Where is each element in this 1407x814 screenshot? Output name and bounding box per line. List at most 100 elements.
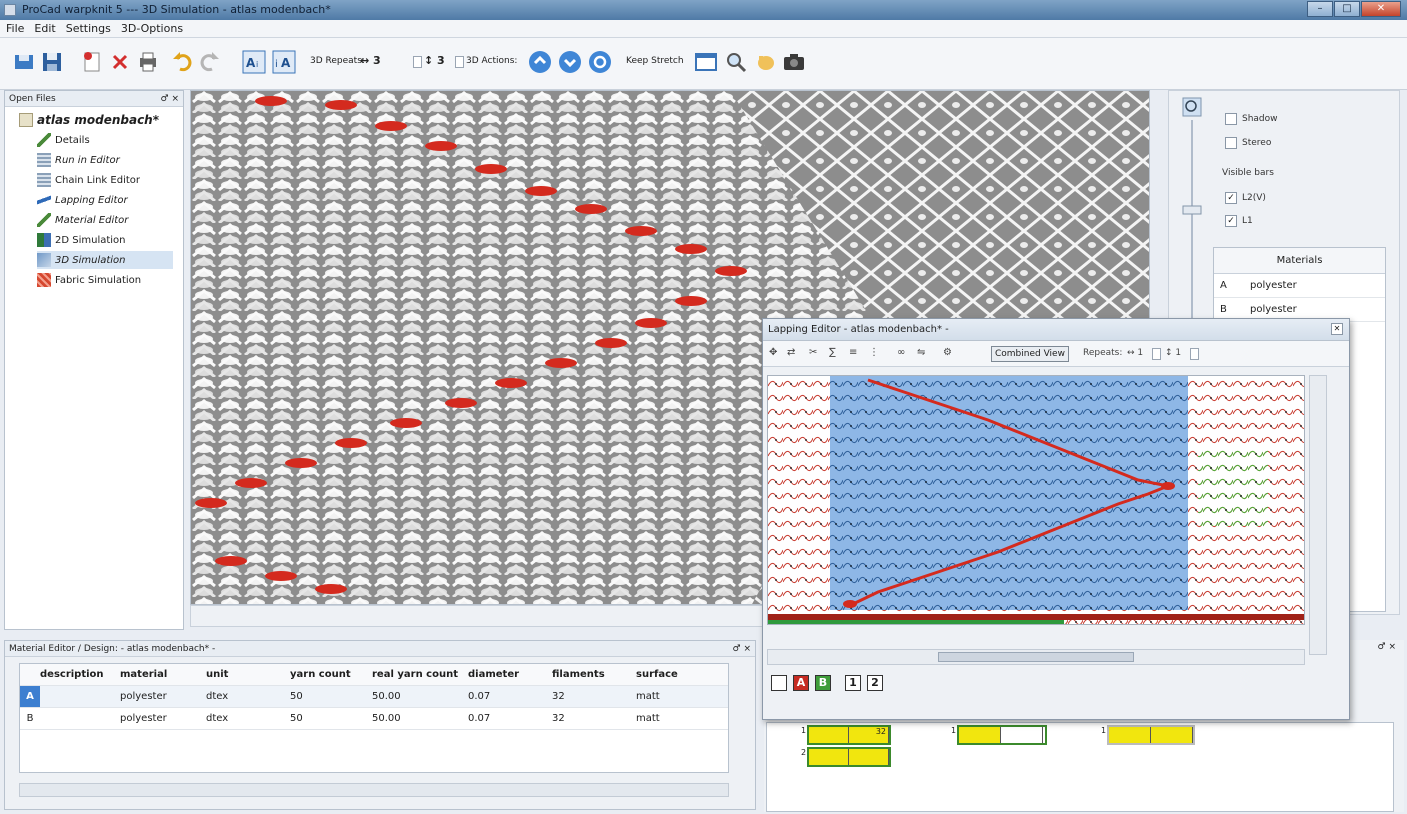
tree-item-material-editor[interactable]: Material Editor bbox=[37, 211, 128, 229]
align-icon[interactable]: ≡ bbox=[849, 347, 858, 358]
lapping-icon[interactable]: ∑ bbox=[829, 347, 836, 358]
close-button[interactable]: ✕ bbox=[1361, 1, 1401, 17]
table-cell[interactable]: dtex bbox=[206, 691, 229, 702]
table-cell[interactable]: 50 bbox=[290, 713, 303, 724]
column-header[interactable]: unit bbox=[206, 669, 229, 680]
open-files-dock-controls[interactable]: ♂ × bbox=[160, 94, 179, 104]
tree-root-project[interactable]: atlas modenbach* bbox=[19, 111, 159, 129]
legend-bar-2[interactable]: 2 bbox=[867, 675, 883, 691]
swap-icon[interactable]: ⇄ bbox=[787, 347, 796, 358]
chain-link[interactable] bbox=[849, 749, 889, 765]
undo-icon[interactable] bbox=[170, 50, 194, 74]
print-icon[interactable] bbox=[136, 50, 160, 74]
legend-material-b[interactable]: B bbox=[815, 675, 831, 691]
mirror-icon[interactable]: ⇋ bbox=[917, 347, 926, 358]
redo-icon[interactable] bbox=[198, 50, 222, 74]
new-file-icon[interactable] bbox=[12, 50, 36, 74]
table-cell[interactable]: polyester bbox=[120, 691, 167, 702]
lapping-repeat-h-spinner[interactable] bbox=[1152, 348, 1161, 360]
rotate-left-icon[interactable] bbox=[528, 50, 552, 74]
menu-3d-options[interactable]: 3D-Options bbox=[120, 22, 184, 35]
table-cell[interactable]: 0.07 bbox=[468, 691, 491, 702]
stereo-checkbox[interactable] bbox=[1225, 137, 1237, 149]
zoom-icon[interactable] bbox=[724, 50, 748, 74]
columns-icon[interactable]: ⋮ bbox=[869, 347, 879, 358]
tree-item-lapping-editor[interactable]: Lapping Editor bbox=[37, 191, 128, 209]
lapping-vertical-scrollbar[interactable] bbox=[1309, 375, 1327, 655]
move-icon[interactable]: ✥ bbox=[769, 347, 778, 358]
tree-item-chain-link-editor[interactable]: Chain Link Editor bbox=[37, 171, 140, 189]
tree-item-fabric-simulation[interactable]: Fabric Simulation bbox=[37, 271, 141, 289]
table-cell[interactable]: matt bbox=[636, 691, 660, 702]
lapping-close-icon[interactable]: ✕ bbox=[1331, 323, 1343, 335]
lapping-repeat-horizontal[interactable]: ↔ 1 bbox=[1127, 348, 1144, 358]
settings-icon[interactable]: ⚙ bbox=[943, 347, 952, 358]
column-header[interactable]: description bbox=[40, 669, 104, 680]
table-row[interactable]: A polyester dtex 50 50.00 0.07 32 matt bbox=[20, 686, 728, 708]
column-header[interactable]: filaments bbox=[552, 669, 605, 680]
menu-settings[interactable]: Settings bbox=[65, 22, 111, 35]
lapping-scroll-thumb[interactable] bbox=[938, 652, 1134, 662]
table-cell[interactable]: B bbox=[26, 713, 34, 724]
table-cell[interactable]: 32 bbox=[552, 713, 565, 724]
table-cell[interactable] bbox=[40, 686, 120, 707]
lapping-horizontal-scrollbar[interactable] bbox=[767, 649, 1305, 665]
chain-link[interactable] bbox=[809, 727, 849, 743]
chain-link[interactable] bbox=[1109, 727, 1151, 743]
reset-view-icon[interactable] bbox=[588, 50, 612, 74]
chain-l3[interactable] bbox=[1107, 725, 1195, 745]
bar-l1-checkbox[interactable]: ✓ bbox=[1225, 215, 1237, 227]
minimize-button[interactable]: – bbox=[1307, 1, 1333, 17]
table-cell[interactable]: 32 bbox=[552, 691, 565, 702]
rotate-down-icon[interactable] bbox=[558, 50, 582, 74]
menu-file[interactable]: File bbox=[6, 22, 25, 35]
tree-item-2d-simulation[interactable]: 2D Simulation bbox=[37, 231, 126, 249]
column-header[interactable]: surface bbox=[636, 669, 678, 680]
repeat-horizontal-value[interactable]: ↔ 3 bbox=[360, 54, 381, 67]
chain-link[interactable] bbox=[959, 727, 1001, 743]
maximize-button[interactable]: □ bbox=[1334, 1, 1360, 17]
table-cell[interactable]: polyester bbox=[120, 713, 167, 724]
column-header[interactable]: yarn count bbox=[290, 669, 351, 680]
repeat-horizontal-spinner[interactable] bbox=[413, 56, 422, 68]
table-cell[interactable]: A bbox=[20, 686, 40, 707]
chain-link-value[interactable]: 32 bbox=[849, 727, 889, 743]
lapping-diagram[interactable] bbox=[767, 375, 1305, 625]
chain-l2[interactable] bbox=[957, 725, 1047, 745]
camera-icon[interactable] bbox=[782, 50, 806, 74]
table-row[interactable]: B polyester dtex 50 50.00 0.07 32 matt bbox=[20, 708, 728, 730]
chain-l1-row2[interactable] bbox=[807, 747, 891, 767]
legend-empty-swatch[interactable] bbox=[771, 675, 787, 691]
combined-view-button[interactable]: Combined View bbox=[991, 346, 1069, 362]
column-header[interactable]: real yarn count bbox=[372, 669, 458, 680]
link-icon[interactable]: ∞ bbox=[897, 347, 906, 358]
cut-icon[interactable]: ✂ bbox=[809, 347, 818, 358]
repeat-vertical-spinner[interactable] bbox=[455, 56, 464, 68]
delete-icon[interactable] bbox=[108, 50, 132, 74]
table-cell[interactable] bbox=[40, 708, 120, 729]
save-icon[interactable] bbox=[40, 50, 64, 74]
shadow-checkbox[interactable] bbox=[1225, 113, 1237, 125]
material-table-scrollbar[interactable] bbox=[19, 783, 729, 797]
repeat-vertical-value[interactable]: ↕ 3 bbox=[424, 54, 445, 67]
material-row-a[interactable]: A polyester bbox=[1214, 274, 1385, 298]
bar-l2-checkbox[interactable]: ✓ bbox=[1225, 192, 1237, 204]
chain-link[interactable] bbox=[809, 749, 849, 765]
material-editor-dock-controls[interactable]: ♂ × bbox=[732, 644, 751, 654]
tree-item-details[interactable]: Details bbox=[37, 131, 90, 149]
tree-item-run-in-editor[interactable]: Run in Editor bbox=[37, 151, 120, 169]
column-header[interactable]: diameter bbox=[468, 669, 520, 680]
chain-dock-controls[interactable]: ♂ × bbox=[1377, 642, 1396, 652]
table-cell[interactable]: 50 bbox=[290, 691, 303, 702]
tree-item-3d-simulation[interactable]: 3D Simulation bbox=[37, 251, 173, 269]
table-cell[interactable]: dtex bbox=[206, 713, 229, 724]
table-cell[interactable]: 50.00 bbox=[372, 713, 401, 724]
column-header[interactable]: material bbox=[120, 669, 168, 680]
chain-l1[interactable]: 32 bbox=[807, 725, 891, 745]
pan-hand-icon[interactable] bbox=[754, 50, 778, 74]
table-cell[interactable]: 0.07 bbox=[468, 713, 491, 724]
table-cell[interactable]: matt bbox=[636, 713, 660, 724]
table-cell[interactable]: 50.00 bbox=[372, 691, 401, 702]
